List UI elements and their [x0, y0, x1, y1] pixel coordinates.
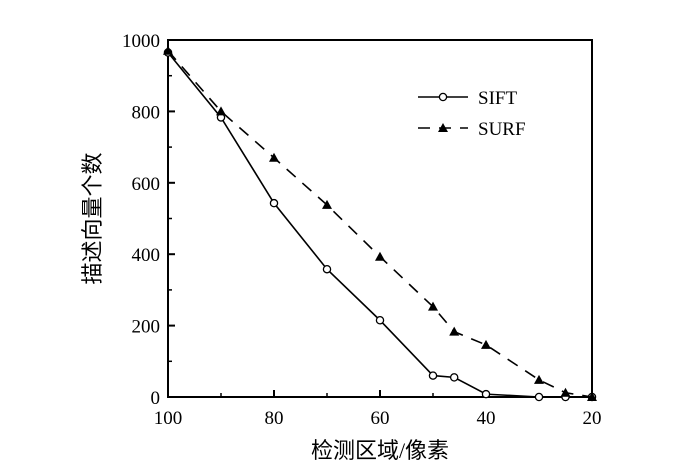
x-tick-label: 80 [265, 408, 284, 429]
point-sift-2 [269, 198, 279, 208]
plot-frame [167, 39, 593, 398]
y-tick-label: 600 [132, 174, 161, 195]
point-surf-3 [322, 199, 332, 209]
point-sift-5 [428, 371, 438, 380]
y-tick-label: 0 [151, 388, 161, 409]
y-tick-label: 800 [132, 102, 161, 123]
point-sift-3 [322, 264, 332, 274]
x-tick-label: 60 [371, 408, 390, 429]
y-axis-label: 描述向量个数 [80, 152, 105, 284]
point-surf-2 [269, 152, 279, 162]
x-tick-label: 100 [154, 408, 183, 429]
point-sift-4 [375, 315, 385, 325]
point-sift-7 [481, 389, 491, 399]
x-axis-label: 检测区域/像素 [311, 438, 449, 463]
point-surf-0 [163, 45, 173, 55]
point-surf-8 [534, 374, 544, 384]
legend-marker-sift [438, 92, 448, 102]
point-surf-1 [216, 106, 226, 116]
series-line-sift [167, 51, 592, 398]
legend-label-sift: SIFT [478, 88, 517, 109]
point-surf-7 [481, 339, 491, 349]
legend-marker-surf [438, 123, 448, 132]
point-surf-6 [449, 326, 460, 336]
point-sift-6 [449, 373, 459, 382]
legend-label-surf: SURF [478, 119, 526, 140]
point-surf-4 [375, 251, 385, 261]
x-tick-label: 40 [477, 408, 496, 429]
y-tick-label: 200 [132, 317, 161, 338]
x-tick-label: 20 [583, 408, 602, 429]
point-surf-5 [428, 301, 438, 311]
point-surf-9 [560, 387, 571, 397]
point-sift-8 [534, 392, 544, 402]
point-surf-10 [587, 392, 597, 401]
series-line-surf [167, 50, 593, 398]
y-tick-label: 400 [132, 245, 161, 266]
y-tick-label: 1000 [122, 31, 160, 52]
